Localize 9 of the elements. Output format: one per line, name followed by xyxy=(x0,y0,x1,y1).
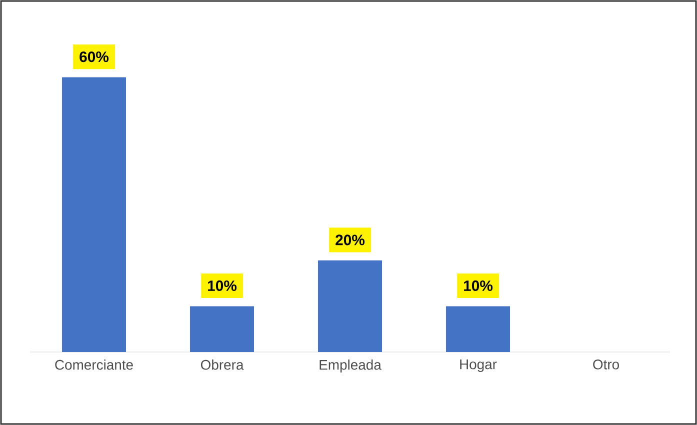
x-tick-label: Hogar xyxy=(460,360,497,372)
data-label: 20% xyxy=(336,234,365,246)
x-tick-label: Empleada xyxy=(320,360,382,373)
data-label: 60% xyxy=(80,52,109,62)
x-tick-label: Otro xyxy=(593,360,619,370)
data-label: 10% xyxy=(464,280,493,292)
x-tick-label: Obrera xyxy=(200,360,244,370)
data-label: 10% xyxy=(208,280,237,292)
x-tick-label: Comerciante xyxy=(55,360,133,370)
